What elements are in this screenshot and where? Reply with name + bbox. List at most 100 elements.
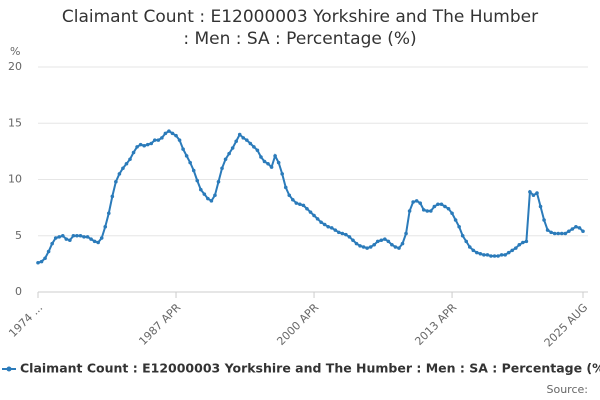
y-axis-label: % [10, 45, 20, 58]
point [407, 209, 412, 213]
point [287, 193, 292, 198]
point [581, 229, 585, 234]
point [145, 142, 150, 147]
point [464, 239, 469, 244]
point [220, 166, 224, 171]
y-tick-label: 20 [8, 60, 22, 73]
point [82, 235, 86, 239]
point [75, 233, 79, 238]
point [432, 204, 437, 209]
point [460, 233, 465, 238]
point [372, 242, 377, 247]
point [411, 200, 415, 204]
point [333, 228, 338, 232]
point [467, 245, 472, 249]
point [36, 260, 40, 265]
point [43, 256, 47, 261]
point [234, 139, 238, 144]
point [276, 160, 281, 165]
point [358, 244, 362, 248]
y-tick-label: 10 [8, 173, 22, 186]
point [202, 192, 207, 196]
point [478, 251, 483, 256]
point [152, 138, 157, 142]
point [453, 218, 458, 222]
point [266, 161, 270, 166]
point [269, 165, 274, 169]
point [46, 249, 51, 254]
point [177, 138, 182, 142]
point [542, 218, 546, 222]
point [68, 238, 72, 243]
point [89, 237, 93, 241]
point [351, 238, 355, 243]
point [552, 231, 557, 236]
point [439, 202, 444, 207]
point [96, 240, 100, 245]
point [482, 253, 486, 257]
point [559, 231, 564, 236]
point [340, 231, 345, 236]
point [305, 206, 309, 211]
point [475, 250, 479, 255]
point [227, 151, 231, 156]
point [156, 138, 161, 142]
point [85, 235, 90, 239]
point [60, 233, 65, 238]
point [347, 235, 352, 239]
point [344, 232, 348, 237]
y-tick-label: 0 [15, 285, 22, 298]
point [549, 230, 553, 235]
point [361, 245, 366, 249]
point [365, 246, 369, 250]
point [121, 166, 125, 171]
y-tick-label: 15 [8, 116, 22, 129]
point [535, 191, 539, 195]
point [283, 185, 288, 190]
point [138, 142, 143, 147]
point [337, 230, 341, 235]
point [71, 233, 76, 238]
point [64, 237, 69, 241]
chart-title: Claimant Count : E12000003 Yorkshire and… [61, 7, 539, 49]
point [195, 178, 200, 183]
point [110, 194, 115, 199]
point [216, 179, 221, 184]
point [53, 236, 58, 240]
point [457, 224, 461, 229]
point [322, 222, 327, 227]
point [131, 150, 136, 155]
x-tick-label: 2013 APR [412, 301, 459, 348]
point [184, 154, 189, 158]
point [99, 236, 104, 240]
point [400, 241, 405, 246]
point [390, 242, 394, 247]
point [492, 254, 497, 258]
point [262, 159, 267, 164]
point [563, 231, 568, 236]
point [538, 204, 543, 209]
point [375, 239, 380, 244]
point [103, 224, 108, 229]
legend-marker [6, 366, 12, 372]
point [291, 197, 295, 202]
point [78, 233, 83, 238]
point [188, 160, 192, 165]
point [149, 141, 154, 146]
point [517, 242, 522, 247]
point [524, 239, 529, 244]
point [39, 259, 44, 264]
point [379, 238, 384, 243]
point [50, 241, 54, 246]
point [174, 133, 178, 138]
point [436, 202, 440, 207]
point [191, 168, 196, 173]
point [496, 254, 500, 258]
point [308, 210, 313, 214]
point [244, 138, 249, 142]
point [421, 208, 426, 212]
point [301, 203, 306, 208]
point [329, 226, 334, 230]
point [485, 253, 490, 257]
